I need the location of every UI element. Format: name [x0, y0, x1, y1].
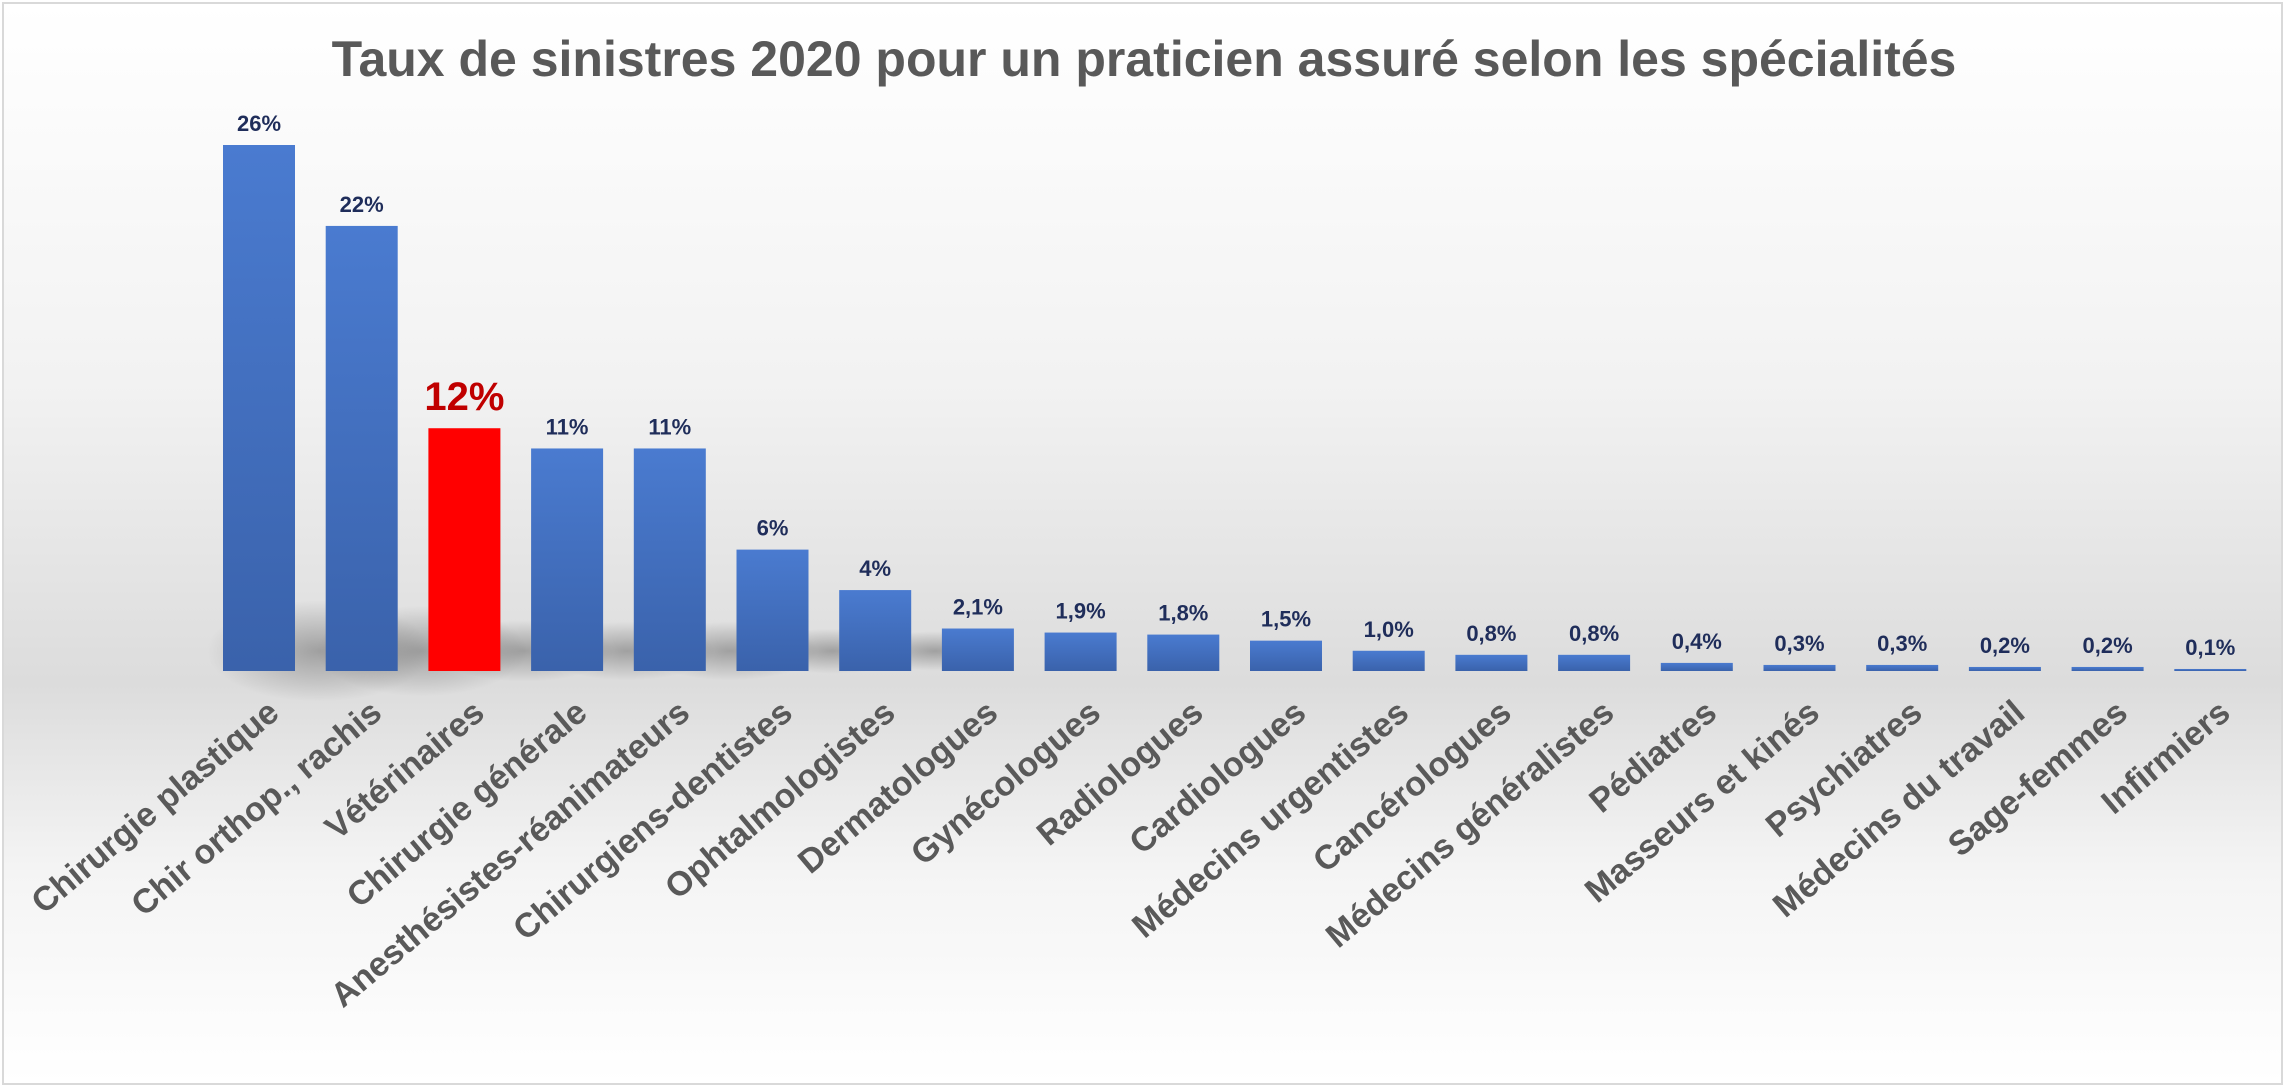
bars — [223, 145, 2247, 671]
bar-16 — [1763, 664, 1836, 671]
value-labels: 26% 22% 12% 11% 11% 6% 4% 2,1% 1,9% 1,8% 1,5% 1,0% 0… — [237, 111, 2235, 660]
value-label: 2,1% — [953, 595, 1003, 620]
bar-12 — [1352, 650, 1425, 671]
bar-17 — [1866, 664, 1939, 671]
value-label: 0,8% — [1466, 621, 1516, 646]
value-label: 0,8% — [1569, 621, 1619, 646]
bar-6 — [736, 549, 809, 671]
bar-11 — [1250, 640, 1322, 671]
bar-19 — [2071, 666, 2144, 671]
bar-20 — [2174, 668, 2247, 671]
bar-8 — [941, 628, 1014, 671]
value-label: 4% — [859, 556, 891, 581]
value-label: 1,5% — [1261, 607, 1311, 632]
value-label: 1,9% — [1056, 599, 1106, 624]
bar-2 — [325, 225, 398, 671]
bar-10 — [1147, 634, 1220, 671]
bar-14 — [1558, 654, 1631, 671]
value-label: 0,4% — [1672, 629, 1722, 654]
value-label: 0,2% — [2083, 633, 2133, 658]
value-label: 0,1% — [2185, 635, 2235, 660]
bar-1 — [223, 145, 295, 671]
bar-5 — [633, 448, 706, 671]
bar-9 — [1044, 632, 1117, 671]
value-label: 6% — [757, 516, 789, 541]
value-label: 11% — [546, 414, 589, 439]
value-label: 11% — [648, 414, 691, 439]
value-label: 0,3% — [1877, 631, 1927, 656]
category-label: Sage-femmes — [1941, 693, 2135, 864]
bar-chart: Taux de sinistres 2020 pour un praticien… — [24, 31, 2247, 1015]
value-label: 12% — [424, 375, 504, 419]
bar-7 — [839, 590, 912, 671]
bar-3 — [428, 428, 501, 671]
value-label: 1,8% — [1158, 601, 1208, 626]
value-label: 0,3% — [1774, 631, 1824, 656]
bar-4 — [531, 448, 604, 671]
bar-18 — [1968, 666, 2041, 671]
value-label: 22% — [340, 192, 384, 217]
bar-13 — [1455, 654, 1528, 671]
value-label: 26% — [237, 111, 281, 136]
value-label: 0,2% — [1980, 633, 2030, 658]
value-label: 1,0% — [1364, 617, 1414, 642]
category-label: Cardiologues — [1122, 693, 1313, 862]
bar-15 — [1660, 662, 1733, 671]
chart-title: Taux de sinistres 2020 pour un praticien… — [332, 31, 1957, 87]
category-label: Gynécologues — [904, 693, 1108, 873]
